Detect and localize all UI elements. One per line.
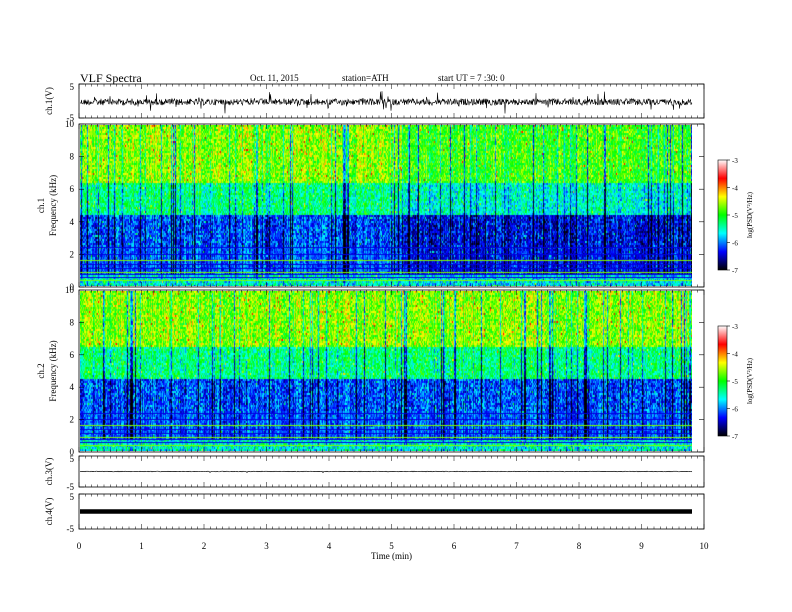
start-time-label: start UT = 7 :30: 0: [438, 73, 505, 83]
x-tick-label: 9: [639, 541, 644, 551]
panel-label: ch.1(V): [44, 87, 54, 115]
colorbar-tick-label: -4: [732, 351, 738, 359]
x-tick-label: 10: [700, 541, 710, 551]
colorbar-tick-label: -7: [732, 267, 738, 275]
ch1-waveform-panel: 5 -5 ch.1(V): [44, 82, 705, 123]
frequency-axis-label: Frequency (kHz): [48, 340, 58, 401]
ch2-colorbar: -3 -4 -5 -6 -7 log(PSD(V²/Hz): [717, 323, 754, 441]
y-tick-label: -5: [67, 524, 75, 534]
ch1-spectrogram-panel: 0 2 4 6 8 10 ch.1 Frequency (kHz): [36, 119, 705, 292]
ch4-waveform-panel: 5 -5 ch.4(V): [44, 492, 705, 534]
ch3-waveform-trace: [79, 470, 693, 474]
panel-label: ch.1: [36, 198, 46, 213]
ch2-spectrogram-panel: 0 2 4 6 8 10 ch.2 Frequency (kHz): [36, 285, 705, 457]
x-tick-label: 5: [389, 541, 394, 551]
y-tick-label: 5: [70, 492, 75, 502]
spectrogram-image: [80, 291, 692, 451]
y-tick-label: 8: [70, 152, 75, 162]
x-tick-label: 2: [202, 541, 207, 551]
y-tick-label: 6: [70, 350, 75, 360]
colorbar-tick-label: -3: [732, 157, 738, 165]
colorbar-label: log(PSD(V²/Hz): [746, 357, 754, 404]
y-tick-label: 5: [70, 454, 75, 464]
panel-label: ch.4(V): [44, 498, 54, 526]
panel-label: ch.2: [36, 363, 46, 378]
colorbar-tick-label: -3: [732, 323, 738, 331]
colorbar-scale: [717, 325, 728, 437]
colorbar-tick-label: -7: [732, 433, 738, 441]
colorbar-tick-label: -6: [732, 240, 738, 248]
time-axis: 0 1 2 3 4 5 6 7 8 9 10 Time (min): [77, 541, 709, 561]
y-tick-label: -5: [67, 482, 75, 492]
spectrogram-image: [80, 125, 692, 286]
y-tick-label: 8: [70, 317, 75, 327]
y-tick-label: 0: [70, 282, 75, 292]
x-tick-label: 3: [264, 541, 269, 551]
station-label: station=ATH: [342, 73, 389, 83]
colorbar-tick-label: -5: [732, 378, 738, 386]
x-axis-label: Time (min): [371, 551, 412, 561]
colorbar-tick-label: -6: [732, 406, 738, 414]
frequency-axis-label: Frequency (kHz): [48, 175, 58, 236]
y-tick-label: 4: [70, 382, 75, 392]
ch3-waveform-panel: 5 -5 ch.3(V): [44, 454, 705, 492]
y-tick-label: 10: [65, 119, 75, 129]
y-tick-label: 5: [70, 82, 75, 92]
x-tick-label: 8: [577, 541, 582, 551]
y-tick-label: 0: [70, 447, 75, 457]
chart-title: VLF Spectra: [80, 71, 142, 85]
date-label: Oct. 11, 2015: [250, 73, 299, 83]
colorbar-tick-label: -5: [732, 212, 738, 220]
y-tick-label: 10: [65, 285, 75, 295]
x-tick-label: 0: [77, 541, 82, 551]
colorbar-tick-label: -4: [732, 185, 738, 193]
x-tick-label: 6: [452, 541, 457, 551]
panel-label: ch.3(V): [44, 458, 54, 486]
colorbar-scale: [717, 159, 728, 271]
y-tick-label: 4: [70, 217, 75, 227]
colorbar-label: log(PSD(V²/Hz): [746, 191, 754, 238]
y-tick-label: 2: [70, 249, 75, 259]
y-tick-label: 2: [70, 415, 75, 425]
ch1-colorbar: -3 -4 -5 -6 -7 log(PSD(V²/Hz): [717, 157, 754, 275]
ch1-waveform-trace: [79, 91, 693, 114]
y-tick-label: -5: [67, 113, 75, 123]
x-tick-label: 4: [327, 541, 332, 551]
x-tick-label: 1: [139, 541, 144, 551]
y-tick-label: 6: [70, 184, 75, 194]
x-tick-label: 7: [514, 541, 519, 551]
